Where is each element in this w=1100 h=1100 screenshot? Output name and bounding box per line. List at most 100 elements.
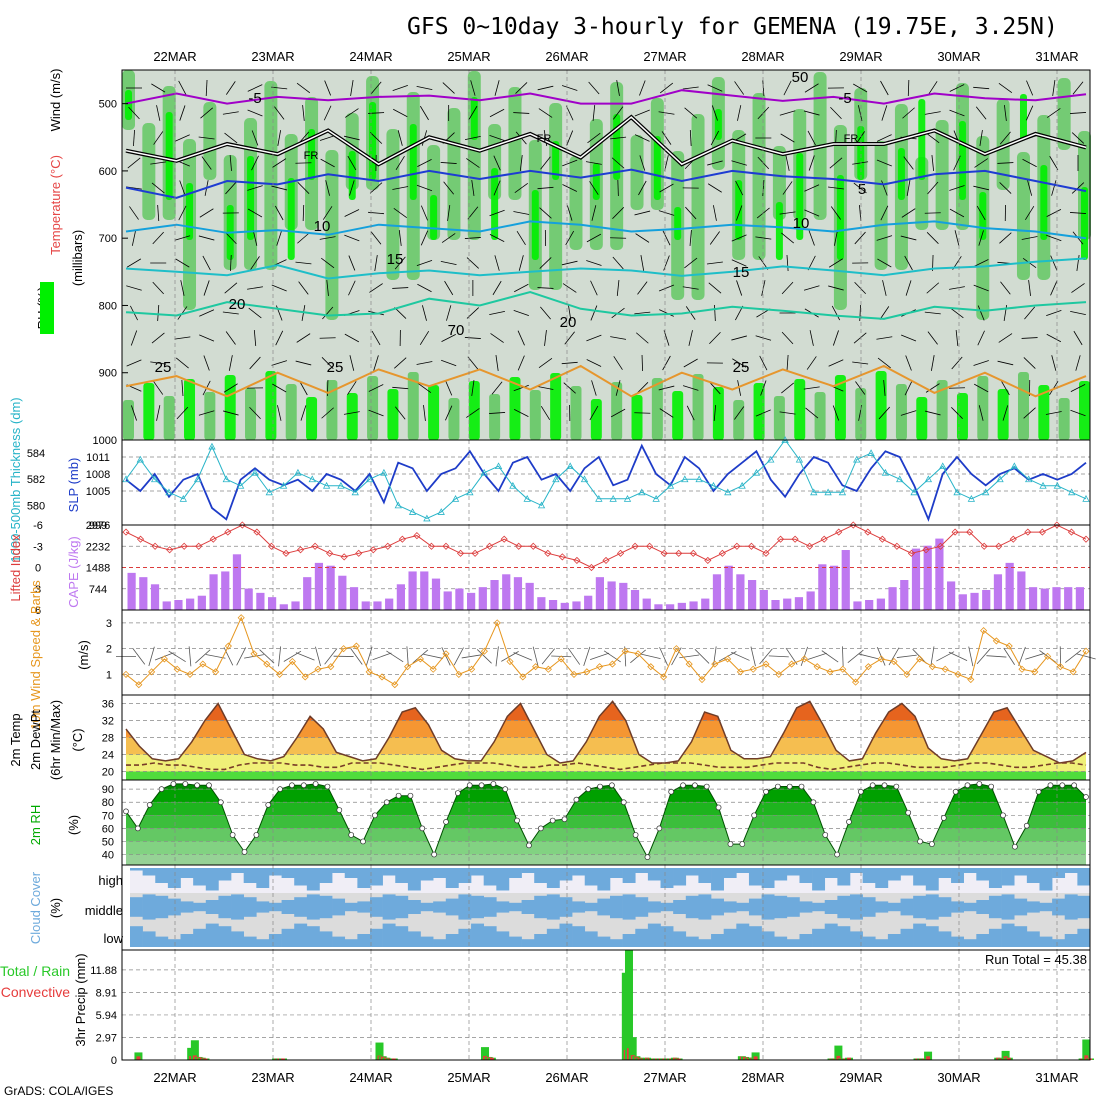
cloud-cover-bar	[395, 868, 409, 883]
cape-bar	[806, 591, 815, 610]
cape-tick-label: 2232	[86, 541, 110, 553]
cloud-cover-bar	[1077, 895, 1091, 919]
wind-barb	[877, 258, 892, 268]
precip-total-bar	[375, 1042, 384, 1060]
wind-barb	[926, 282, 940, 294]
dewpoint-line	[126, 762, 1087, 771]
lifted-index-point	[296, 546, 305, 554]
wind-barb	[640, 255, 645, 271]
surface-wind-barb	[372, 652, 392, 661]
wind-barb	[762, 179, 765, 197]
wind-barb	[129, 206, 139, 220]
wind-barb	[931, 155, 935, 171]
wind-barb	[247, 84, 263, 92]
wind-barb	[322, 306, 334, 320]
wind-barb	[493, 180, 501, 196]
rh-point	[502, 786, 509, 793]
wind-barb	[395, 156, 405, 170]
wind-barb	[537, 386, 554, 390]
wind-barb	[538, 108, 553, 118]
precip-axis-label: 3hr Precip (mm)	[73, 953, 88, 1046]
wind-barb	[343, 135, 360, 141]
cloud-cover-bar	[774, 936, 788, 947]
precip-convective-bar	[753, 1056, 758, 1060]
lifted-index-point	[980, 542, 988, 550]
wind-barb	[537, 85, 554, 91]
rh-point	[490, 781, 497, 787]
thickness-point	[609, 495, 617, 502]
rh-low-level-region	[428, 385, 440, 440]
temp-axis-label: 2m Temp	[8, 713, 23, 766]
wind-barb	[466, 158, 480, 168]
cloud-cover-bar	[622, 868, 636, 883]
wind-barb	[419, 105, 429, 121]
wind-speed-point	[468, 665, 476, 673]
contour-label: 15	[733, 264, 750, 281]
rh-point	[1083, 794, 1089, 800]
wind-barb	[734, 81, 745, 95]
rh-point	[810, 799, 817, 806]
wind-barb	[157, 204, 160, 222]
top-date-label: 27MAR	[643, 49, 686, 64]
wind-barb	[999, 182, 1012, 194]
wind-barb	[561, 85, 578, 91]
wind-speed-point	[212, 668, 220, 676]
thickness-point	[322, 481, 331, 489]
wind-speed-point	[621, 647, 629, 655]
wind-barb	[1071, 182, 1085, 194]
wind-barb	[880, 205, 889, 221]
wind-barb	[324, 80, 332, 96]
wind-barb	[658, 111, 675, 115]
rh-tick-label: 50	[102, 836, 114, 848]
rh-low-level-region	[977, 376, 989, 440]
cape-bar	[630, 590, 640, 610]
wind-barb	[682, 385, 699, 391]
wind-barb	[612, 256, 624, 270]
cloud-cover-bar	[508, 936, 522, 947]
wind-barb	[613, 356, 623, 370]
surface-wind-barb	[188, 646, 192, 667]
rh-point	[348, 832, 355, 838]
wind-speed-point	[596, 663, 604, 671]
precip-total-bar	[480, 1047, 489, 1060]
wind-barb	[731, 234, 747, 242]
wind-barb	[494, 255, 500, 271]
wind-barb	[423, 405, 426, 421]
wind-speed-point	[340, 645, 348, 653]
wind-speed-point	[186, 670, 194, 678]
cloud-cover-bar	[824, 868, 838, 878]
rh-point	[786, 783, 793, 790]
lifted-index-point	[1009, 535, 1017, 543]
wind-barb	[685, 206, 697, 220]
cloud-cover-bar	[685, 868, 699, 876]
wind-barb	[471, 180, 475, 196]
top-date-label: 29MAR	[839, 49, 882, 64]
cloud-cover-bar	[622, 894, 636, 920]
contour-line-5	[125, 168, 1087, 199]
wind-barb	[803, 110, 820, 116]
wind-barb	[786, 254, 789, 272]
cloud-cover-bar	[332, 898, 346, 916]
surface-wind-barb	[365, 646, 373, 667]
wind-speed-point	[1044, 652, 1052, 660]
wind-barb	[470, 80, 476, 96]
wind-speed-point	[775, 670, 783, 678]
rh-low-level-region	[143, 383, 155, 440]
thickness-point	[337, 481, 345, 489]
cloud-cover-bar	[395, 926, 409, 947]
cape-bar	[502, 574, 511, 610]
rh-mid-region	[752, 93, 766, 260]
wind-speed-point	[391, 681, 399, 689]
wind-barb	[804, 83, 819, 93]
wind-barb	[274, 106, 285, 120]
wind-barb	[416, 260, 433, 266]
wind-barb	[250, 256, 260, 270]
wind-barb	[203, 280, 210, 296]
cloud-cover-bar	[508, 868, 522, 878]
rh-low-level-region	[712, 387, 724, 440]
surface-wind-barb	[461, 654, 482, 659]
cloud-cover-bar	[546, 868, 560, 888]
cloud-cover-bar	[875, 868, 889, 888]
cloud-cover-bar	[496, 931, 510, 947]
surface-wind-barb	[976, 648, 991, 665]
